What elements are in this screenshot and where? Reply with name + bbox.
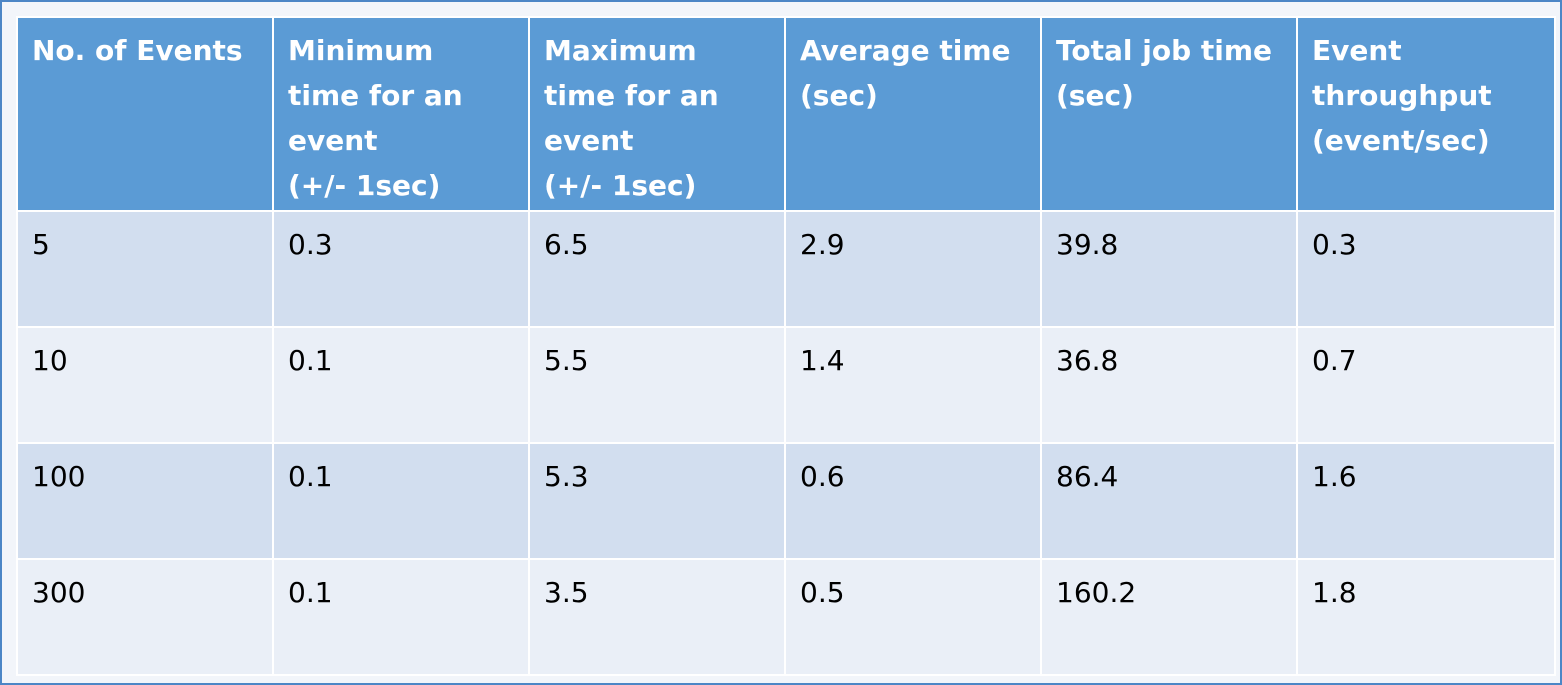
table-row: 10 0.1 5.5 1.4 36.8 0.7: [16, 326, 1556, 444]
header-line: (+/- 1sec): [544, 169, 697, 202]
header-line: (sec): [1056, 79, 1134, 112]
cell-maximum-time: 5.3: [528, 442, 786, 560]
header-line: (event/sec): [1312, 124, 1490, 157]
cell-no-of-events: 300: [16, 558, 274, 676]
cell-total-job-time: 39.8: [1040, 210, 1298, 328]
cell-average-time: 1.4: [784, 326, 1042, 444]
header-line: event: [288, 124, 378, 157]
header-line: Average time: [800, 34, 1011, 67]
header-line: Maximum: [544, 34, 697, 67]
header-line: (+/- 1sec): [288, 169, 441, 202]
cell-average-time: 0.5: [784, 558, 1042, 676]
header-average-time: Average time (sec): [784, 16, 1042, 212]
cell-event-throughput: 0.7: [1296, 326, 1556, 444]
header-minimum-time: Minimum time for an event (+/- 1sec): [272, 16, 530, 212]
header-total-job-time: Total job time (sec): [1040, 16, 1298, 212]
cell-maximum-time: 3.5: [528, 558, 786, 676]
cell-maximum-time: 6.5: [528, 210, 786, 328]
table-row: 100 0.1 5.3 0.6 86.4 1.6: [16, 442, 1556, 560]
header-line: throughput: [1312, 79, 1492, 112]
table-row: 300 0.1 3.5 0.5 160.2 1.8: [16, 558, 1556, 676]
cell-minimum-time: 0.3: [272, 210, 530, 328]
cell-maximum-time: 5.5: [528, 326, 786, 444]
header-event-throughput: Event throughput (event/sec): [1296, 16, 1556, 212]
cell-total-job-time: 86.4: [1040, 442, 1298, 560]
cell-average-time: 2.9: [784, 210, 1042, 328]
cell-minimum-time: 0.1: [272, 326, 530, 444]
events-table: No. of Events Minimum time for an event …: [16, 16, 1556, 676]
header-line: No. of Events: [32, 34, 243, 67]
header-line: time for an: [288, 79, 463, 112]
header-row: No. of Events Minimum time for an event …: [16, 16, 1556, 212]
cell-no-of-events: 10: [16, 326, 274, 444]
table-row: 5 0.3 6.5 2.9 39.8 0.3: [16, 210, 1556, 328]
cell-event-throughput: 1.6: [1296, 442, 1556, 560]
header-line: time for an: [544, 79, 719, 112]
cell-event-throughput: 1.8: [1296, 558, 1556, 676]
cell-minimum-time: 0.1: [272, 442, 530, 560]
cell-total-job-time: 160.2: [1040, 558, 1298, 676]
header-line: Event: [1312, 34, 1402, 67]
header-line: Minimum: [288, 34, 434, 67]
cell-total-job-time: 36.8: [1040, 326, 1298, 444]
cell-no-of-events: 5: [16, 210, 274, 328]
header-no-of-events: No. of Events: [16, 16, 274, 212]
cell-event-throughput: 0.3: [1296, 210, 1556, 328]
header-line: Total job time: [1056, 34, 1273, 67]
cell-average-time: 0.6: [784, 442, 1042, 560]
header-line: (sec): [800, 79, 878, 112]
header-maximum-time: Maximum time for an event (+/- 1sec): [528, 16, 786, 212]
cell-minimum-time: 0.1: [272, 558, 530, 676]
header-line: event: [544, 124, 634, 157]
cell-no-of-events: 100: [16, 442, 274, 560]
